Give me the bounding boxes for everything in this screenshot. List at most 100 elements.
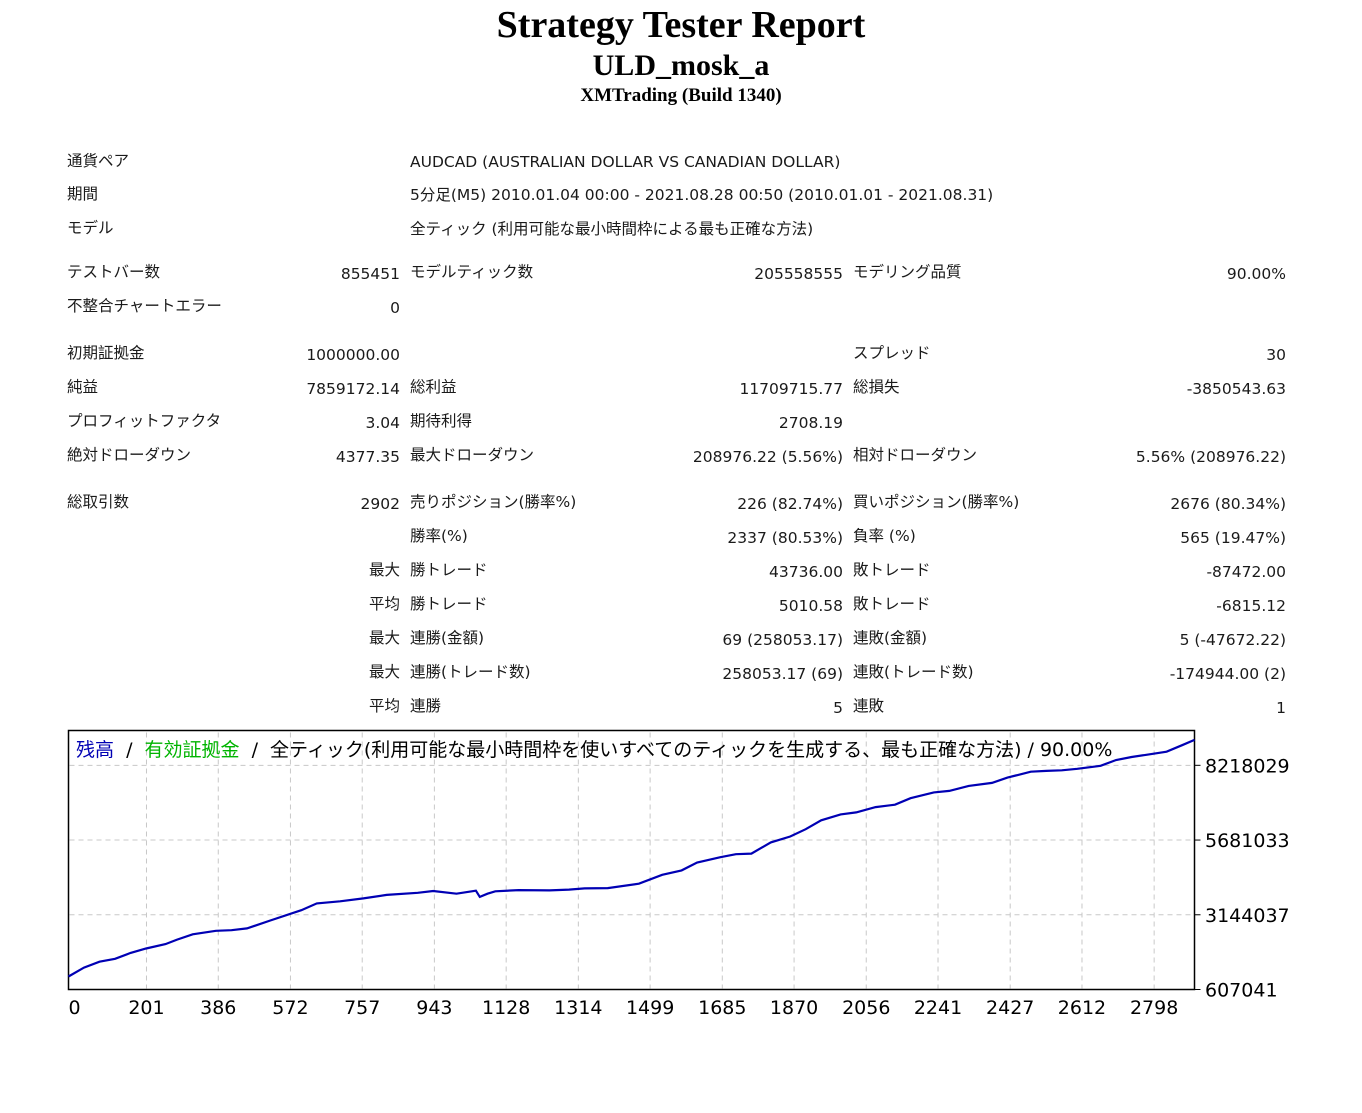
bars-value: 855451 [340, 265, 400, 283]
max-consec-prefix: 最大 [368, 629, 400, 647]
x-tick-label: 1870 [770, 997, 818, 1019]
gross-loss-label: 総損失 [853, 378, 900, 396]
x-tick-label: 2427 [986, 997, 1034, 1019]
errors-value: 0 [390, 299, 400, 317]
legend-sep1: / [126, 739, 133, 761]
x-tick-label: 1499 [626, 997, 674, 1019]
chart-legend: 残高 / 有効証拠金 / 全ティック(利用可能な最小時間枠を使いすべてのティック… [76, 739, 1112, 761]
legend-balance: 残高 [76, 739, 114, 761]
quality-value: 90.00% [1226, 265, 1286, 283]
rel-drawdown-value: 5.56% (208976.22) [1135, 448, 1286, 466]
period-value: 5分足(M5) 2010.01.04 00:00 - 2021.08.28 00… [410, 186, 994, 204]
long-positions-label: 買いポジション(勝率%) [853, 493, 1020, 511]
x-tick-label: 2241 [914, 997, 962, 1019]
profit-factor-label: プロフィットファクタ [67, 412, 222, 430]
spread-label: スプレッド [853, 344, 931, 362]
y-tick-label: 3144037 [1205, 905, 1290, 927]
x-tick-label: 757 [344, 997, 380, 1019]
max-consec-wins-value: 69 (258053.17) [722, 631, 843, 649]
max-consec-loss-value: -174944.00 (2) [1169, 665, 1286, 683]
max-consec-losses-label: 連敗(金額) [853, 629, 928, 647]
gross-loss-value: -3850543.63 [1186, 380, 1286, 398]
max-consec-profit-value: 258053.17 (69) [722, 665, 843, 683]
y-tick-label: 8218029 [1205, 755, 1290, 777]
profit-factor-value: 3.04 [365, 414, 400, 432]
report-title: Strategy Tester Report [496, 4, 866, 46]
ticks-value: 205558555 [754, 265, 843, 283]
loss-trades-label: 負率 (%) [853, 527, 916, 545]
x-tick-label: 0 [68, 997, 80, 1019]
largest-win-value: 43736.00 [769, 563, 843, 581]
largest-loss-label: 敗トレード [853, 561, 931, 579]
avg-consec-losses-label: 連敗 [853, 697, 885, 715]
avg-consec-wins-value: 5 [833, 699, 843, 717]
max-consec-count-prefix: 最大 [368, 663, 400, 681]
spread-value: 30 [1266, 346, 1286, 364]
avg-consec-wins-label: 連勝 [410, 697, 442, 715]
avg-loss-label: 敗トレード [853, 595, 931, 613]
profit-trades-label: 勝率(%) [410, 527, 468, 545]
expert-name: ULD_mosk_a [592, 49, 770, 82]
legend-sep2: / [252, 739, 259, 761]
largest-loss-value: -87472.00 [1206, 563, 1286, 581]
y-tick-label: 5681033 [1205, 830, 1290, 852]
short-positions-label: 売りポジション(勝率%) [410, 493, 577, 511]
y-tick-label: 607041 [1205, 980, 1278, 1002]
max-drawdown-value: 208976.22 (5.56%) [692, 448, 843, 466]
abs-drawdown-label: 絶対ドローダウン [67, 446, 192, 464]
symbol-label: 通貨ペア [67, 152, 130, 170]
ticks-label: モデルティック数 [410, 263, 534, 281]
x-tick-label: 1685 [698, 997, 746, 1019]
model-value: 全ティック (利用可能な最小時間枠による最も正確な方法) [410, 220, 814, 238]
period-label: 期間 [67, 185, 99, 203]
abs-drawdown-value: 4377.35 [335, 448, 400, 466]
max-consec-profit-label: 連勝(トレード数) [410, 663, 531, 681]
x-tick-labels: 0 201 386 572 757 943 1128 1314 1499 1685 1870 2056… [68, 997, 1178, 1019]
short-positions-value: 226 (82.74%) [737, 495, 843, 513]
largest-prefix: 最大 [368, 561, 400, 579]
max-drawdown-label: 最大ドローダウン [410, 446, 535, 464]
max-consec-loss-label: 連敗(トレード数) [853, 663, 974, 681]
x-tick-label: 1314 [554, 997, 602, 1019]
legend-equity: 有効証拠金 [145, 739, 240, 761]
avg-consec-losses-value: 1 [1276, 699, 1286, 717]
avg-win-label: 勝トレード [410, 595, 488, 613]
avg-loss-value: -6815.12 [1216, 597, 1286, 615]
balance-line [67, 738, 1195, 978]
max-consec-wins-label: 連勝(金額) [410, 629, 485, 647]
expected-payoff-value: 2708.19 [778, 414, 843, 432]
deposit-value: 1000000.00 [306, 346, 400, 364]
y-tick-labels: 8218029 5681033 3144037 607041 [1194, 755, 1290, 1002]
x-tick-label: 201 [128, 997, 164, 1019]
x-tick-label: 2798 [1130, 997, 1178, 1019]
total-trades-label: 総取引数 [67, 493, 130, 511]
chart-frame [67, 729, 1196, 991]
avg-win-value: 5010.58 [778, 597, 843, 615]
max-consec-losses-value: 5 (-47672.22) [1179, 631, 1286, 649]
symbol-value: AUDCAD (AUSTRALIAN DOLLAR VS CANADIAN DO… [410, 153, 841, 171]
expected-payoff-label: 期待利得 [410, 412, 473, 430]
x-tick-label: 1128 [482, 997, 530, 1019]
long-positions-value: 2676 (80.34%) [1170, 495, 1286, 513]
net-profit-label: 純益 [67, 378, 99, 396]
average-prefix: 平均 [368, 595, 400, 613]
avg-consec-prefix: 平均 [368, 697, 400, 715]
chart-grid [69, 732, 1194, 989]
gross-profit-value: 11709715.77 [739, 380, 843, 398]
quality-label: モデリング品質 [853, 263, 962, 281]
x-tick-label: 386 [200, 997, 236, 1019]
broker-build: XMTrading (Build 1340) [580, 85, 782, 106]
bars-label: テストバー数 [67, 263, 161, 281]
errors-label: 不整合チャートエラー [67, 297, 222, 315]
x-tick-label: 2612 [1058, 997, 1106, 1019]
legend-description: 全ティック(利用可能な最小時間枠を使いすべてのティックを生成する、最も正確な方法… [270, 739, 1112, 761]
net-profit-value: 7859172.14 [306, 380, 400, 398]
deposit-label: 初期証拠金 [67, 344, 145, 362]
profit-trades-value: 2337 (80.53%) [727, 529, 843, 547]
gross-profit-label: 総利益 [410, 378, 457, 396]
total-trades-value: 2902 [360, 495, 400, 513]
largest-win-label: 勝トレード [410, 561, 488, 579]
model-label: モデル [67, 219, 114, 237]
loss-trades-value: 565 (19.47%) [1180, 529, 1286, 547]
